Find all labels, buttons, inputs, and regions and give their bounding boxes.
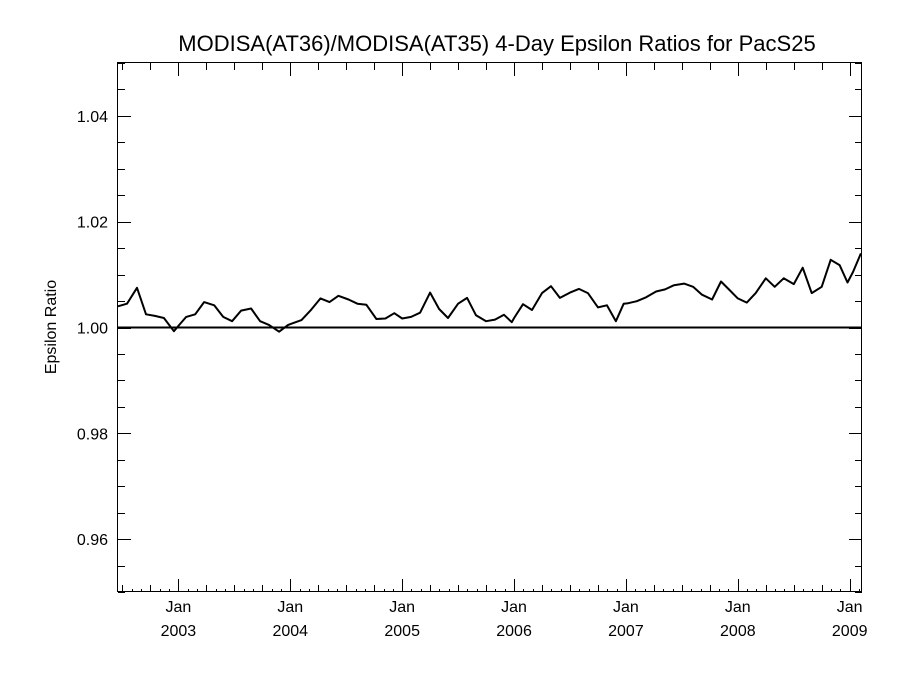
plot-frame <box>117 62 862 592</box>
x-tick-label-month: Jan <box>725 599 751 616</box>
x-tick-label-year: 2009 <box>832 623 868 640</box>
x-tick-label-month: Jan <box>277 599 303 616</box>
x-tick-label-month: Jan <box>837 599 863 616</box>
y-tick-label: 1.00 <box>77 321 108 338</box>
y-tick-label: 1.04 <box>77 109 108 126</box>
y-tick-label: 1.02 <box>77 215 108 232</box>
plot-area <box>117 253 862 333</box>
x-tick-label-month: Jan <box>501 599 527 616</box>
x-tick-label-year: 2008 <box>720 623 756 640</box>
x-tick-label-year: 2003 <box>161 623 197 640</box>
x-tick-label-month: Jan <box>389 599 415 616</box>
chart-title: MODISA(AT36)/MODISA(AT35) 4-Day Epsilon … <box>178 31 815 56</box>
axis-ticks <box>118 63 862 593</box>
x-tick-label-year: 2006 <box>496 623 532 640</box>
y-tick-label: 0.98 <box>77 426 108 443</box>
epsilon-ratio-series-line <box>117 253 862 333</box>
x-tick-label-year: 2007 <box>608 623 644 640</box>
y-axis-label: Epsilon Ratio <box>43 280 60 374</box>
tick-labels: 0.96 0.98 1.00 1.02 1.04 Jan 2003 Jan 2004 Jan 200… <box>77 109 868 640</box>
y-tick-label: 0.96 <box>77 532 108 549</box>
x-tick-label-month: Jan <box>166 599 192 616</box>
x-tick-label-month: Jan <box>613 599 639 616</box>
x-tick-label-year: 2004 <box>272 623 308 640</box>
x-tick-label-year: 2005 <box>384 623 420 640</box>
